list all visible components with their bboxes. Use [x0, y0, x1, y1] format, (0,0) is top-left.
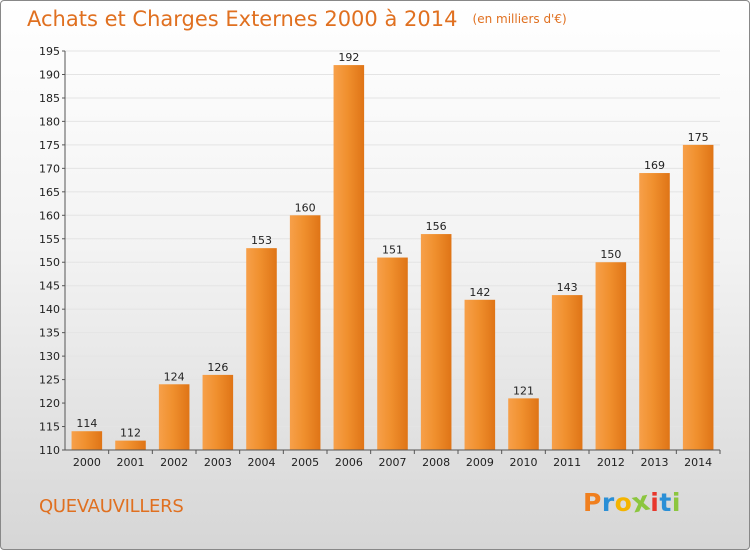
value-label-2001: 112: [120, 427, 141, 440]
bar-2014: [682, 144, 714, 450]
bar-2000: [71, 431, 103, 450]
value-label-2003: 126: [207, 361, 228, 374]
x-tick-label: 2001: [117, 456, 145, 469]
x-tick-label: 2005: [291, 456, 319, 469]
bar-2001: [115, 440, 146, 450]
x-tick-label: 2010: [510, 456, 538, 469]
bar-2006: [333, 65, 365, 451]
y-tick-label: 170: [39, 162, 60, 175]
y-tick-label: 180: [39, 115, 60, 128]
value-label-2002: 124: [164, 370, 185, 383]
x-tick-label: 2003: [204, 456, 232, 469]
y-tick-label: 120: [39, 397, 60, 410]
y-tick-label: 115: [39, 421, 60, 434]
logo-letter: r: [601, 488, 615, 517]
x-tick-label: 2000: [73, 456, 101, 469]
logo-letter: i: [671, 488, 681, 517]
chart-unit: (en milliers d'€): [472, 12, 567, 26]
y-tick-label: 150: [39, 256, 60, 269]
y-tick-label: 160: [39, 209, 60, 222]
y-tick-label: 155: [39, 233, 60, 246]
value-label-2005: 160: [295, 201, 316, 214]
bar-2013: [639, 173, 670, 450]
value-label-2004: 153: [251, 234, 272, 247]
y-tick-label: 190: [39, 68, 60, 81]
bar-2011: [551, 295, 583, 450]
x-tick-label: 2007: [379, 456, 407, 469]
y-tick-label: 140: [39, 303, 60, 316]
x-tick-label: 2009: [466, 456, 494, 469]
logo-letter: i: [650, 488, 660, 517]
value-label-2010: 121: [513, 384, 534, 397]
y-tick-label: 165: [39, 186, 60, 199]
y-tick-label: 110: [39, 444, 60, 457]
y-tick-label: 195: [39, 45, 60, 58]
bar-2003: [202, 374, 234, 450]
commune-name: QUEVAUVILLERS: [39, 496, 184, 517]
y-tick-label: 125: [39, 374, 60, 387]
x-tick-label: 2008: [422, 456, 450, 469]
value-label-2006: 192: [338, 51, 359, 64]
y-axis-ticks: 110 115 120 125 130 135 140 145 150 155 160 165 170 1…: [39, 45, 65, 457]
bar-2002: [158, 384, 190, 450]
x-tick-label: 2011: [553, 456, 581, 469]
value-label-2007: 151: [382, 244, 403, 257]
bar-2005: [289, 215, 321, 450]
logo-letter: t: [659, 488, 672, 517]
value-label-2012: 150: [600, 248, 621, 261]
value-label-2000: 114: [76, 417, 97, 430]
proxiti-logo: Proxiti: [583, 485, 681, 519]
y-tick-label: 185: [39, 92, 60, 105]
value-label-2008: 156: [426, 220, 447, 233]
x-axis-ticks: 2000 2001 2002 2003 2004 2005 2006 2007 2008 2009…: [73, 450, 721, 469]
x-tick-label: 2002: [160, 456, 188, 469]
x-tick-label: 2006: [335, 456, 363, 469]
logo-letter: o: [614, 488, 633, 517]
bar-2009: [464, 299, 496, 450]
y-tick-label: 145: [39, 280, 60, 293]
bar-2008: [420, 234, 452, 450]
x-tick-label: 2004: [248, 456, 276, 469]
y-tick-label: 130: [39, 350, 60, 363]
value-label-2009: 142: [469, 286, 490, 299]
bar-2007: [377, 257, 408, 450]
y-tick-label: 175: [39, 139, 60, 152]
bar-2010: [508, 398, 539, 450]
bars: 114 112 124 126 153 160 192 151 156 142 121 143 150 1…: [71, 51, 714, 451]
x-tick-label: 2012: [597, 456, 625, 469]
x-tick-label: 2013: [641, 456, 669, 469]
bar-2004: [246, 248, 277, 450]
chart-title: Achats et Charges Externes 2000 à 2014: [27, 7, 458, 31]
bar-2012: [595, 262, 627, 450]
title-line: Achats et Charges Externes 2000 à 2014 (…: [27, 7, 567, 31]
logo-letter: P: [583, 488, 602, 517]
y-tick-label: 135: [39, 327, 60, 340]
value-label-2014: 175: [688, 131, 709, 144]
x-tick-label: 2014: [684, 456, 712, 469]
value-label-2013: 169: [644, 159, 665, 172]
axes: [64, 51, 720, 451]
value-label-2011: 143: [557, 281, 578, 294]
